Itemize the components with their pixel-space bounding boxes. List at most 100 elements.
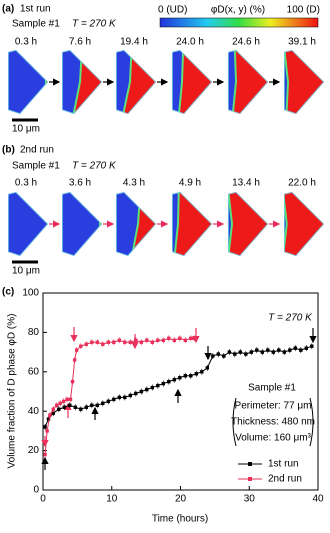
phase-ud [62,192,102,256]
time-label: 4.3 h [123,178,145,189]
marker [123,340,127,344]
temperature: T = 270 K [72,19,117,30]
marker [70,379,75,384]
marker [310,344,314,348]
y-tick-label: 40 [28,406,40,417]
map-image [8,50,48,114]
marker [145,387,149,392]
marker [79,407,83,411]
marker [90,403,94,407]
marker [72,358,77,362]
scale-label: 10 μm [12,124,40,135]
y-tick-label: 80 [28,327,40,338]
y-axis-label: Volume fraction of D phase φD (%) [7,314,18,469]
phase-d [231,50,268,114]
marker [205,366,210,370]
panel-label: (a) [2,4,14,15]
legend-marker [248,477,252,481]
map-image [228,50,268,114]
phase-d [173,192,212,256]
marker [106,340,111,344]
marker [73,405,78,409]
marker [101,401,105,406]
map-image [172,192,212,256]
marker [90,340,94,344]
marker [233,352,237,356]
marker [55,403,59,407]
marker [156,338,160,342]
marker [222,354,226,358]
map-image [116,50,156,114]
marker [156,383,160,388]
annotation-arrows [41,327,317,470]
sample: Sample #1 [12,161,60,172]
time-label: 39.1 h [288,37,316,48]
phase-d [228,192,268,256]
marker [95,403,100,407]
x-tick-label: 0 [40,494,46,505]
marker [288,348,292,352]
marker [216,352,221,356]
temperature: T = 270 K [72,161,117,172]
marker [46,417,51,421]
time-label: 0.3 h [15,37,37,48]
y-tick-label: 0 [33,485,39,496]
outline [172,50,212,114]
x-tick-label: 20 [175,494,187,505]
marker [145,338,149,342]
phase-ud [8,50,48,114]
colorbar-max: 100 (D) [287,5,320,16]
marker [178,376,182,380]
legend-label: 2nd run [268,474,302,485]
marker [79,344,83,348]
marker [183,374,188,378]
y-tick-label: 60 [28,366,40,377]
marker [134,391,138,396]
map-image [116,192,156,256]
marker [62,405,67,409]
map-image [62,192,102,256]
map-image [228,192,268,256]
marker [299,348,303,352]
marker [266,348,270,352]
marker [65,397,69,402]
marker [172,377,177,382]
image-row: 0.3 h 3.6 h 4.3 h 4.9 h 13.4 h 22.0 h [8,178,324,256]
marker [194,372,199,376]
outline [228,50,268,114]
sample: Sample #1 [12,19,60,30]
marker [150,340,155,344]
colorbar-min: 0 (UD) [158,5,187,16]
marker [84,405,89,409]
legend-label: 1st run [268,459,299,470]
x-axis-label: Time (hours) [152,514,208,525]
marker [172,338,177,342]
marker [68,403,72,407]
marker [43,452,47,457]
marker [211,354,215,358]
time-label: 19.4 h [120,37,148,48]
marker [244,352,248,356]
marker [74,348,79,352]
marker [61,399,66,404]
map-image [172,50,212,114]
marker [238,350,243,354]
map-image [284,192,324,256]
panel-title: 1st run [20,4,51,15]
x-tick-label: 10 [106,494,118,505]
map-image [8,192,48,256]
marker [139,389,144,394]
time-label: 13.4 h [232,178,260,189]
map-image [284,50,324,114]
time-label: 3.6 h [69,178,91,189]
marker [189,374,193,378]
annotation: Volume: 160 μm³ [235,433,311,444]
marker [117,395,122,400]
marker [260,350,265,354]
marker [271,350,276,354]
marker [45,429,49,433]
image-row: 0.3 h 7.6 h 19.4 h 24.0 h 24.6 h 39.1 h [8,37,324,114]
y-tick-label: 100 [22,288,39,299]
time-label: 22.0 h [288,178,316,189]
